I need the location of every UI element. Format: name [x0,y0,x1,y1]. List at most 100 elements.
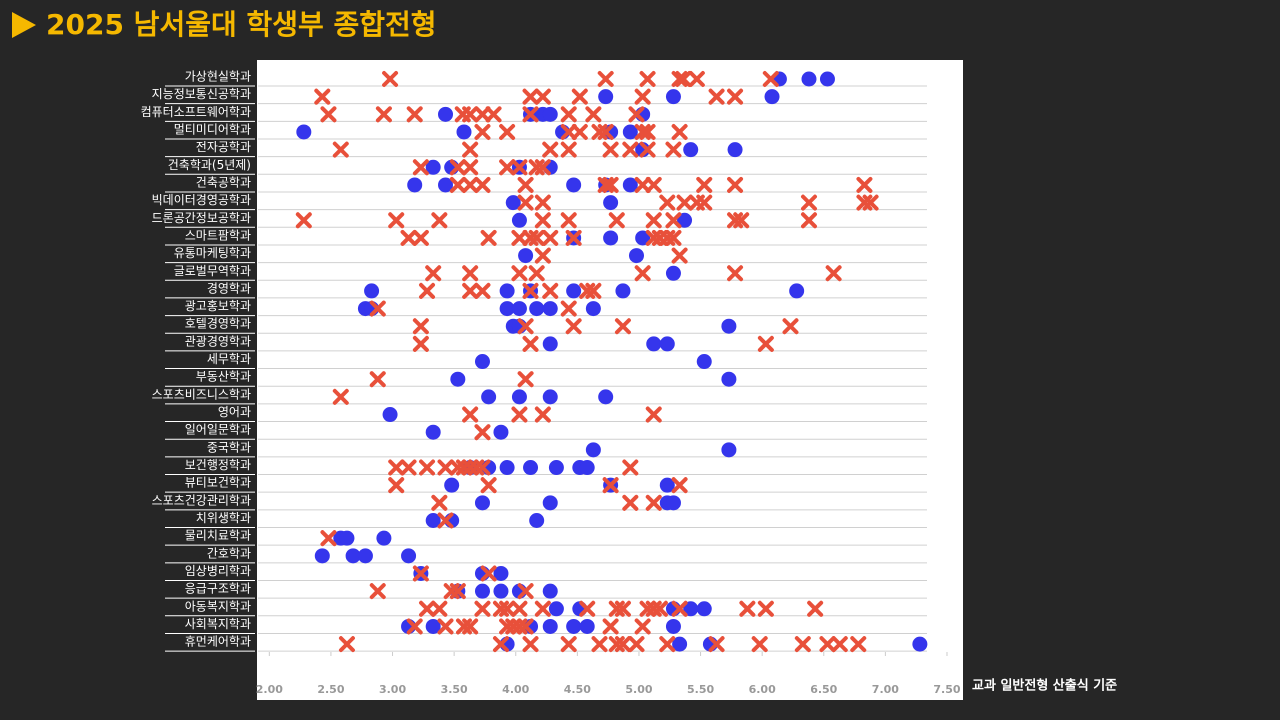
x-tick-label: 3.50 [441,683,468,696]
x-stroke [727,265,744,282]
point-x [671,600,688,617]
x-stroke [522,106,539,123]
x-stroke [528,229,545,246]
point-x [449,583,466,600]
point-x [560,123,577,140]
category-label: 빅데이터경영공학과 [152,193,251,207]
point-circle [499,301,515,317]
point-circle [665,89,681,105]
point-x [534,159,551,176]
x-stroke [585,106,602,123]
x-stroke [602,477,619,494]
x-stroke [511,265,528,282]
x-stroke [499,600,516,617]
x-stroke [419,282,436,299]
point-x [522,88,539,105]
x-stroke [462,106,479,123]
x-stroke [628,106,645,123]
point-x [388,459,405,476]
x-stroke [474,600,491,617]
x-stroke [671,600,688,617]
point-x [412,159,429,176]
x-stroke [517,176,534,193]
point-x [733,212,750,229]
point-circle [603,230,619,246]
x-stroke [639,71,656,87]
point-x [382,71,399,87]
point-x [608,212,625,229]
point-x [614,636,631,653]
point-x [499,123,516,140]
x-tick-label: 6.50 [810,683,837,696]
point-x [688,71,705,87]
x-stroke [375,106,392,123]
x-stroke [757,335,774,352]
x-stroke [675,71,692,87]
x-stroke [449,176,466,193]
point-x [597,176,614,193]
point-x [528,229,545,246]
category-label: 응급구조학과 [185,582,251,596]
x-stroke [602,141,619,158]
point-circle [425,424,441,440]
point-circle [635,230,651,246]
category-label: 가상현실학과 [185,70,251,84]
point-x [708,88,725,105]
x-stroke [794,636,811,653]
x-stroke [534,600,551,617]
point-circle [598,89,614,105]
point-x [369,371,386,388]
x-stroke [388,477,405,494]
x-stroke [388,212,405,229]
point-x [499,159,516,176]
point-circle [481,389,497,405]
point-x [542,141,559,158]
x-stroke [480,229,497,246]
x-stroke [431,600,448,617]
x-stroke [517,371,534,388]
point-x [794,636,811,653]
point-x [534,88,551,105]
x-stroke [634,265,651,282]
point-x [727,88,744,105]
x-stroke [807,600,824,617]
point-circle [659,477,675,493]
point-x [571,88,588,105]
point-x [628,106,645,123]
point-circle [357,548,373,564]
x-stroke [437,512,454,529]
x-stroke [437,459,454,476]
point-x [534,247,551,264]
category-label: 광고홍보학과 [185,299,251,313]
point-circle [659,336,675,352]
point-x [517,371,534,388]
x-stroke [560,636,577,653]
x-stroke [474,282,491,299]
point-x [406,618,423,635]
point-x [522,106,539,123]
x-stroke [499,159,516,176]
x-stroke [571,88,588,105]
x-stroke [708,88,725,105]
x-stroke [819,636,836,653]
x-stroke [332,388,349,405]
point-x [807,600,824,617]
point-circle [523,460,539,476]
x-stroke [614,636,631,653]
x-tick-label: 6.00 [749,683,776,696]
point-x [462,618,479,635]
x-stroke [412,335,429,352]
x-stroke [651,600,668,617]
point-circle [493,565,509,581]
point-x [517,318,534,335]
x-stroke [671,477,688,494]
x-stroke [511,406,528,423]
x-stroke [639,123,656,140]
point-x [534,194,551,211]
x-stroke [431,494,448,511]
x-stroke [517,194,534,211]
point-x [400,459,417,476]
point-x [634,88,651,105]
x-stroke [437,618,454,635]
category-label: 전자공학과 [196,140,251,154]
